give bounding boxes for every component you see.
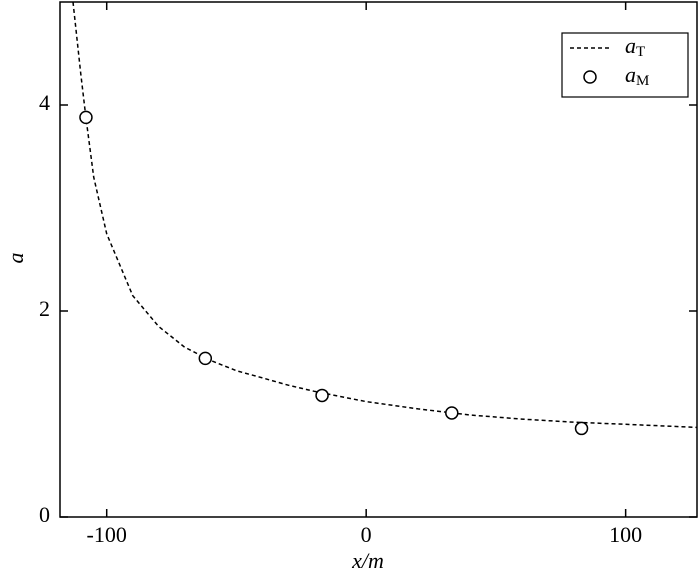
legend-box [561,32,689,98]
marker [315,388,329,403]
x-tick-label: 100 [609,522,642,547]
y-tick-label: 2 [39,296,50,321]
y-axis-label: a [3,253,28,264]
marker [79,110,93,125]
legend-marker [583,70,597,84]
x-tick-label: 0 [361,522,372,547]
marker [198,351,213,366]
marker [574,421,589,436]
plot-frame [59,1,698,518]
y-tick-label: 0 [39,502,50,527]
y-tick-label: 4 [39,90,50,115]
legend-label: aM [625,62,649,89]
line [72,1,698,429]
x-axis-label: x/m [351,548,384,573]
marker [445,406,459,420]
x-tick-label: -100 [87,522,127,547]
legend-label: aT [625,33,645,60]
